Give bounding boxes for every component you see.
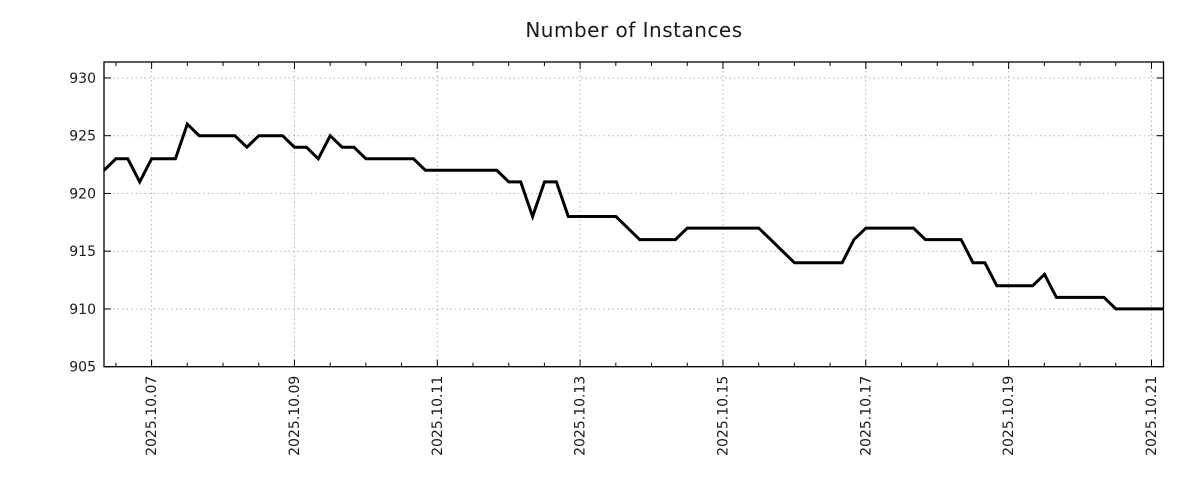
x-tick-label: 2025.10.17 <box>858 376 874 456</box>
y-tick-label: 930 <box>69 71 96 87</box>
x-tick-label: 2025.10.11 <box>430 376 446 456</box>
y-tick-label: 925 <box>69 129 96 145</box>
x-tick-label: 2025.10.13 <box>573 376 589 456</box>
x-tick-label: 2025.10.21 <box>1144 376 1160 456</box>
x-tick-label: 2025.10.07 <box>144 376 160 456</box>
series-line <box>102 121 1164 311</box>
x-tick-label: 2025.10.15 <box>715 376 731 456</box>
x-tick-label: 2025.10.19 <box>1001 376 1017 456</box>
y-tick-label: 915 <box>69 244 96 260</box>
plot-border <box>103 61 1165 368</box>
y-tick-label: 905 <box>69 360 96 376</box>
y-tick-label: 920 <box>69 186 96 202</box>
chart-title: Number of Instances <box>525 18 743 42</box>
y-tick-label: 910 <box>69 302 96 318</box>
x-tick-label: 2025.10.09 <box>287 376 303 456</box>
